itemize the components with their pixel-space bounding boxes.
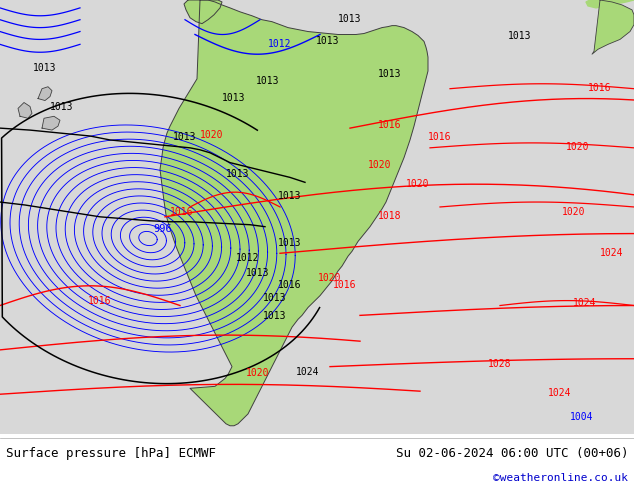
Text: 1024: 1024 [600,248,624,258]
Polygon shape [184,0,222,24]
Text: 1013: 1013 [278,239,302,248]
Text: 1013: 1013 [173,132,197,142]
Polygon shape [592,0,634,54]
Text: 1020: 1020 [246,368,269,378]
Polygon shape [586,0,634,8]
Text: 1020: 1020 [566,142,590,152]
Text: 1013: 1013 [256,76,280,86]
Text: 1024: 1024 [548,388,572,398]
Text: 1013: 1013 [278,191,302,201]
Text: Su 02-06-2024 06:00 UTC (00+06): Su 02-06-2024 06:00 UTC (00+06) [396,447,628,460]
Text: 1016: 1016 [378,120,402,130]
Text: 1020: 1020 [200,130,224,140]
Text: 1016: 1016 [333,280,357,290]
Text: 1016: 1016 [278,280,302,290]
Text: ©weatheronline.co.uk: ©weatheronline.co.uk [493,473,628,483]
Polygon shape [18,102,32,118]
Polygon shape [160,0,428,426]
Text: 1020: 1020 [368,160,392,170]
Text: 1016: 1016 [428,132,452,142]
Text: 1028: 1028 [488,359,512,368]
Text: 1012: 1012 [236,253,260,263]
Text: 1020: 1020 [318,273,342,283]
Text: 1020: 1020 [562,207,586,217]
Text: 1013: 1013 [246,268,269,278]
Text: 1004: 1004 [570,412,594,422]
Text: 1012: 1012 [268,39,292,49]
Text: 1013: 1013 [378,69,402,79]
Text: 1013: 1013 [316,36,340,47]
Text: 1013: 1013 [50,102,74,112]
Polygon shape [38,87,52,100]
Text: 996: 996 [153,223,172,234]
Text: 1013: 1013 [33,63,57,73]
Text: 1013: 1013 [339,14,362,24]
Text: 1016: 1016 [588,83,612,93]
Text: 1024: 1024 [296,367,320,376]
Text: Surface pressure [hPa] ECMWF: Surface pressure [hPa] ECMWF [6,447,216,460]
Text: 1013: 1013 [223,93,246,102]
Text: 1013: 1013 [508,31,532,42]
Text: 1016: 1016 [88,295,112,306]
Text: 1020: 1020 [406,179,430,189]
Text: 1013: 1013 [263,311,287,321]
Text: 1024: 1024 [573,297,597,308]
Text: 1016: 1016 [171,207,194,217]
Polygon shape [42,116,60,130]
Text: 1013: 1013 [263,293,287,303]
Text: 1018: 1018 [378,211,402,221]
Text: 1013: 1013 [226,170,250,179]
